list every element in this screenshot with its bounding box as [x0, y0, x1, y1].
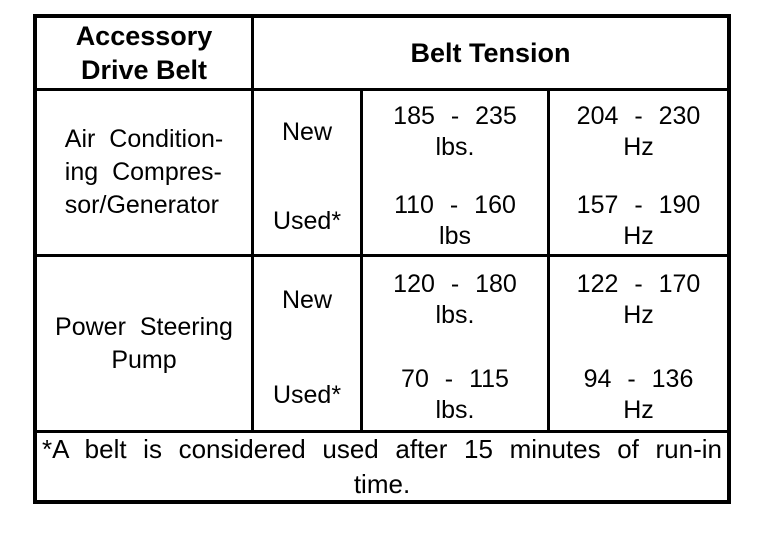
condition-label: New [281, 286, 332, 315]
condition-new-group2: New [254, 257, 360, 344]
cell-belt-air-conditioning-compressor-generator: Air Condition- ing Compres- sor/Generato… [37, 91, 254, 257]
value-lbs-new-group1: 185 - 235 lbs. [363, 91, 547, 173]
value-lbs-new-group2: 120 - 180 lbs. [363, 257, 547, 344]
cell-lbs-group1: 185 - 235 lbs. 110 - 160 lbs [363, 91, 550, 257]
header-accessory-drive-belt: Accessory Drive Belt [37, 18, 254, 91]
cell-condition-group2: New Used* [254, 257, 363, 433]
cell-hz-group2: 122 - 170 Hz 94 - 136 Hz [550, 257, 727, 433]
tension-range: 122 - 170 [576, 270, 701, 299]
footnote: *A belt is considered used after 15 minu… [37, 433, 727, 500]
tension-unit: Hz [623, 222, 654, 251]
tension-range: 185 - 235 [393, 101, 517, 130]
condition-label: Used* [272, 207, 342, 236]
value-hz-used-group2: 94 - 136 Hz [550, 344, 727, 431]
belt-name-line: sor/Generator [64, 191, 220, 219]
tension-range: 204 - 230 [576, 101, 701, 130]
header-belt-tension: Belt Tension [254, 18, 727, 91]
belt-name-line: Pump [111, 345, 177, 374]
tension-unit: Hz [623, 132, 654, 161]
footnote-line-1: *A belt is considered used after 15 minu… [42, 433, 722, 464]
tension-unit: Hz [623, 301, 654, 330]
value-hz-new-group1: 204 - 230 Hz [550, 91, 727, 173]
tension-unit: lbs [439, 222, 471, 251]
tension-range: 110 - 160 [394, 191, 516, 220]
condition-label: Used* [272, 380, 342, 409]
condition-new-group1: New [254, 91, 360, 173]
header-line-accessory: Accessory [75, 21, 213, 51]
header-belt-tension-text: Belt Tension [410, 38, 571, 68]
condition-used-group2: Used* [254, 344, 360, 431]
tension-range: 70 - 115 [401, 364, 509, 393]
value-hz-new-group2: 122 - 170 Hz [550, 257, 727, 344]
header-accessory-drive-belt-text: Accessory Drive Belt [76, 19, 213, 87]
tension-unit: Hz [623, 395, 654, 424]
tension-range: 94 - 136 [583, 364, 694, 393]
belt-tension-table: Accessory Drive Belt Belt Tension Air Co… [33, 14, 731, 504]
value-hz-used-group1: 157 - 190 Hz [550, 173, 727, 255]
value-lbs-used-group1: 110 - 160 lbs [363, 173, 547, 255]
belt-name-line: ing Compres- [64, 158, 222, 186]
belt-name-line: Power Steering [55, 312, 233, 341]
cell-lbs-group2: 120 - 180 lbs. 70 - 115 lbs. [363, 257, 550, 433]
footnote-line-2: time. [353, 468, 411, 499]
condition-used-group1: Used* [254, 173, 360, 255]
cell-hz-group1: 204 - 230 Hz 157 - 190 Hz [550, 91, 727, 257]
belt-name-line: Air Condition- [64, 125, 224, 153]
cell-belt-power-steering-pump: Power Steering Pump [37, 257, 254, 433]
belt-name-air-conditioning: Air Condition- ing Compres- sor/Generato… [65, 123, 223, 222]
header-line-drive-belt: Drive Belt [80, 55, 208, 85]
value-lbs-used-group2: 70 - 115 lbs. [363, 344, 547, 431]
tension-range: 120 - 180 [393, 270, 517, 299]
condition-label: New [281, 117, 332, 146]
tension-range: 157 - 190 [576, 191, 701, 220]
belt-name-power-steering: Power Steering Pump [55, 311, 233, 377]
tension-unit: lbs. [435, 132, 475, 161]
cell-condition-group1: New Used* [254, 91, 363, 257]
tension-unit: lbs. [435, 301, 475, 330]
tension-unit: lbs. [435, 395, 475, 424]
